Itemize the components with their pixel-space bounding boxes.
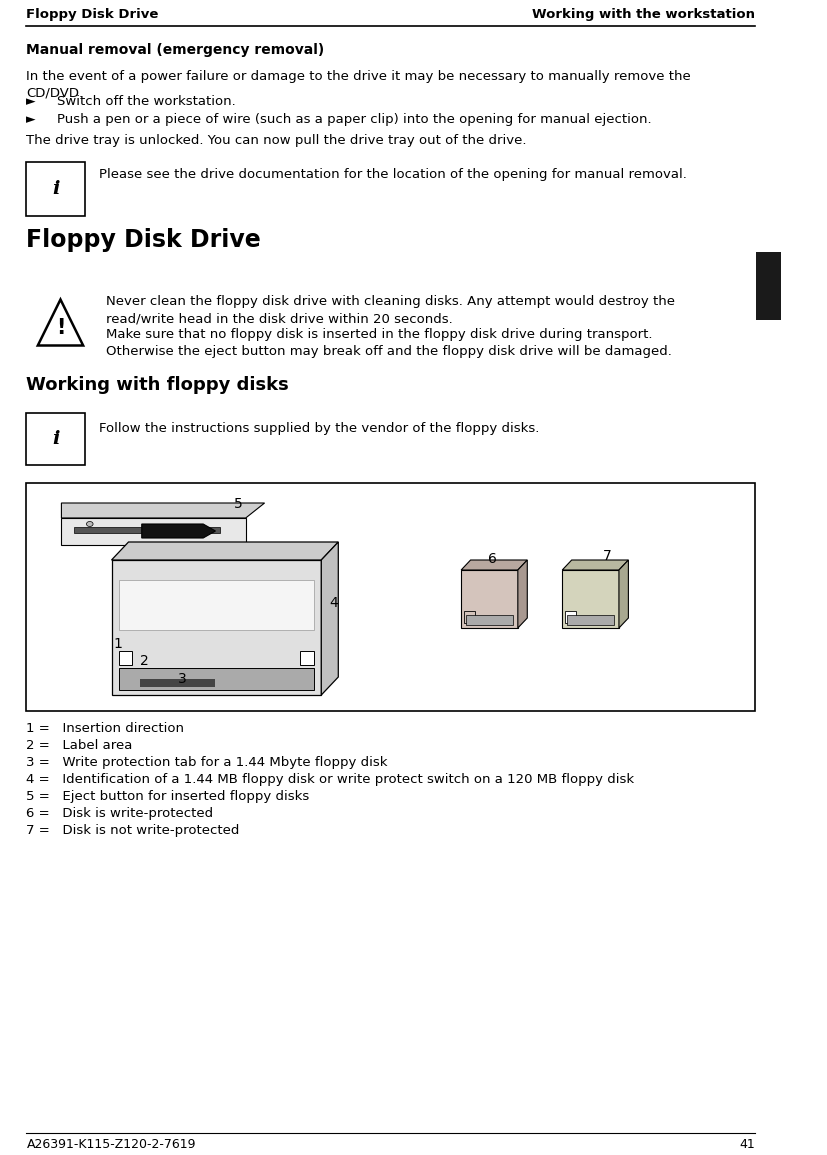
Polygon shape <box>461 560 528 571</box>
Bar <box>466 614 513 625</box>
Text: ►: ► <box>26 113 36 126</box>
Text: 7: 7 <box>603 549 612 562</box>
Text: Working with floppy disks: Working with floppy disks <box>26 377 289 394</box>
Bar <box>119 668 313 690</box>
Text: 1 =   Insertion direction: 1 = Insertion direction <box>26 722 184 735</box>
Text: Push a pen or a piece of wire (such as a paper clip) into the opening for manual: Push a pen or a piece of wire (such as a… <box>57 113 652 126</box>
Bar <box>140 679 216 687</box>
Bar <box>26 413 85 465</box>
Bar <box>119 651 132 665</box>
Text: ►: ► <box>26 95 36 109</box>
Polygon shape <box>518 560 528 628</box>
Bar <box>26 483 755 711</box>
Text: The drive tray is unlocked. You can now pull the drive tray out of the drive.: The drive tray is unlocked. You can now … <box>26 134 527 147</box>
Text: 4 =   Identification of a 1.44 MB floppy disk or write protect switch on a 120 M: 4 = Identification of a 1.44 MB floppy d… <box>26 773 634 787</box>
Polygon shape <box>61 517 246 545</box>
Text: 5 =   Eject button for inserted floppy disks: 5 = Eject button for inserted floppy dis… <box>26 790 309 803</box>
Bar <box>74 527 220 532</box>
Bar <box>567 614 614 625</box>
Bar <box>26 162 85 216</box>
Bar <box>756 252 782 320</box>
Text: i: i <box>52 430 60 448</box>
Text: Switch off the workstation.: Switch off the workstation. <box>57 95 236 109</box>
Text: Working with the workstation: Working with the workstation <box>532 8 755 21</box>
Text: 1: 1 <box>113 638 122 651</box>
Bar <box>300 651 313 665</box>
Text: 6: 6 <box>488 552 496 566</box>
Text: 2 =   Label area: 2 = Label area <box>26 739 133 752</box>
Polygon shape <box>562 571 619 628</box>
Text: 41: 41 <box>739 1138 755 1152</box>
Text: 3: 3 <box>178 672 186 686</box>
Text: 6 =   Disk is write-protected: 6 = Disk is write-protected <box>26 807 213 820</box>
Polygon shape <box>61 502 265 517</box>
Text: Manual removal (emergency removal): Manual removal (emergency removal) <box>26 43 325 57</box>
Polygon shape <box>321 542 338 695</box>
Text: 3 =   Write protection tab for a 1.44 Mbyte floppy disk: 3 = Write protection tab for a 1.44 Mbyt… <box>26 757 388 769</box>
Polygon shape <box>461 571 518 628</box>
Text: Floppy Disk Drive: Floppy Disk Drive <box>26 8 159 21</box>
Ellipse shape <box>87 522 93 527</box>
Text: i: i <box>52 180 60 198</box>
Text: In the event of a power failure or damage to the drive it may be necessary to ma: In the event of a power failure or damag… <box>26 70 691 100</box>
Text: Floppy Disk Drive: Floppy Disk Drive <box>26 228 261 252</box>
Text: 2: 2 <box>140 654 149 668</box>
Text: 7 =   Disk is not write-protected: 7 = Disk is not write-protected <box>26 824 240 837</box>
Text: 4: 4 <box>329 596 337 610</box>
Polygon shape <box>619 560 629 628</box>
Polygon shape <box>141 524 216 538</box>
Text: !: ! <box>55 318 65 337</box>
Text: Never clean the floppy disk drive with cleaning disks. Any attempt would destroy: Never clean the floppy disk drive with c… <box>106 295 675 325</box>
Polygon shape <box>112 560 321 695</box>
Bar <box>119 580 313 629</box>
Text: A26391-K115-Z120-2-7619: A26391-K115-Z120-2-7619 <box>26 1138 196 1152</box>
Text: Follow the instructions supplied by the vendor of the floppy disks.: Follow the instructions supplied by the … <box>99 422 539 435</box>
Text: 5: 5 <box>234 497 243 511</box>
Bar <box>464 611 476 623</box>
Polygon shape <box>562 560 629 571</box>
Polygon shape <box>112 542 338 560</box>
Bar <box>565 611 576 623</box>
Text: Make sure that no floppy disk is inserted in the floppy disk drive during transp: Make sure that no floppy disk is inserte… <box>106 328 672 358</box>
Text: Please see the drive documentation for the location of the opening for manual re: Please see the drive documentation for t… <box>99 167 687 181</box>
